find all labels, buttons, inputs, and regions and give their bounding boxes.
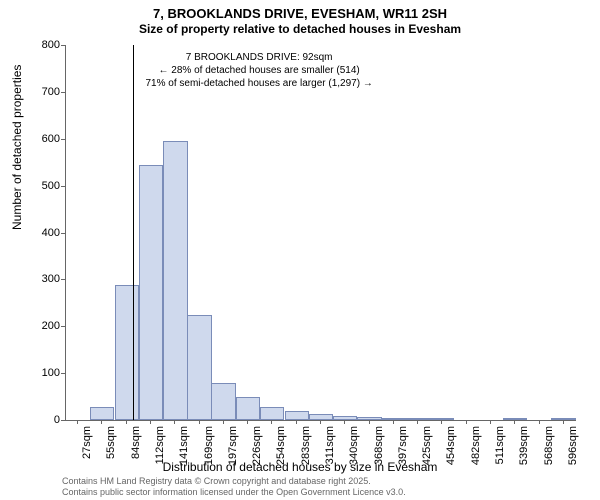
annotation-line1: 7 BROOKLANDS DRIVE: 92sqm	[145, 51, 372, 64]
y-tick-label: 0	[54, 414, 60, 426]
annotation-line2: ← 28% of detached houses are smaller (51…	[145, 64, 372, 77]
y-tick-label: 100	[42, 367, 60, 379]
x-tick	[514, 420, 515, 424]
y-tick	[61, 233, 65, 234]
histogram-bar	[260, 407, 284, 420]
x-tick	[320, 420, 321, 424]
x-tick	[126, 420, 127, 424]
annotation-box: 7 BROOKLANDS DRIVE: 92sqm ← 28% of detac…	[145, 51, 372, 90]
x-axis-label: Distribution of detached houses by size …	[0, 460, 600, 474]
chart-title-main: 7, BROOKLANDS DRIVE, EVESHAM, WR11 2SH	[0, 6, 600, 21]
y-tick-label: 600	[42, 133, 60, 145]
x-tick	[77, 420, 78, 424]
x-tick	[271, 420, 272, 424]
y-tick	[61, 420, 65, 421]
histogram-bar	[90, 407, 114, 420]
y-tick-label: 400	[42, 227, 60, 239]
x-tick	[247, 420, 248, 424]
histogram-bar	[139, 165, 163, 420]
histogram-bar	[285, 411, 309, 420]
y-tick-label: 200	[42, 320, 60, 332]
chart-container: 7, BROOKLANDS DRIVE, EVESHAM, WR11 2SH S…	[0, 0, 600, 500]
x-tick	[296, 420, 297, 424]
x-tick	[563, 420, 564, 424]
x-tick	[101, 420, 102, 424]
x-tick	[369, 420, 370, 424]
x-tick	[174, 420, 175, 424]
y-tick	[61, 373, 65, 374]
histogram-bar	[236, 397, 260, 420]
x-tick	[344, 420, 345, 424]
x-tick	[150, 420, 151, 424]
y-tick	[61, 139, 65, 140]
attribution-text: Contains HM Land Registry data © Crown c…	[62, 476, 406, 498]
x-tick	[466, 420, 467, 424]
x-tick	[417, 420, 418, 424]
x-tick	[539, 420, 540, 424]
x-tick	[441, 420, 442, 424]
chart-title-sub: Size of property relative to detached ho…	[0, 22, 600, 36]
y-tick	[61, 186, 65, 187]
y-axis-label: Number of detached properties	[10, 65, 24, 230]
histogram-bar	[187, 315, 211, 420]
plot-area: 7 BROOKLANDS DRIVE: 92sqm ← 28% of detac…	[65, 45, 576, 421]
x-tick	[223, 420, 224, 424]
y-tick	[61, 279, 65, 280]
y-tick-label: 500	[42, 180, 60, 192]
histogram-bar	[406, 418, 430, 420]
y-tick-label: 300	[42, 273, 60, 285]
x-tick	[490, 420, 491, 424]
attribution-line1: Contains HM Land Registry data © Crown c…	[62, 476, 406, 487]
y-tick-label: 800	[42, 39, 60, 51]
y-tick	[61, 326, 65, 327]
histogram-bar	[115, 285, 139, 420]
attribution-line2: Contains public sector information licen…	[62, 487, 406, 498]
x-tick	[199, 420, 200, 424]
histogram-bar	[163, 141, 187, 420]
property-marker-line	[133, 45, 134, 420]
x-tick	[393, 420, 394, 424]
histogram-bar	[211, 383, 235, 421]
y-tick-label: 700	[42, 86, 60, 98]
y-tick	[61, 45, 65, 46]
y-tick	[61, 92, 65, 93]
annotation-line3: 71% of semi-detached houses are larger (…	[145, 77, 372, 90]
